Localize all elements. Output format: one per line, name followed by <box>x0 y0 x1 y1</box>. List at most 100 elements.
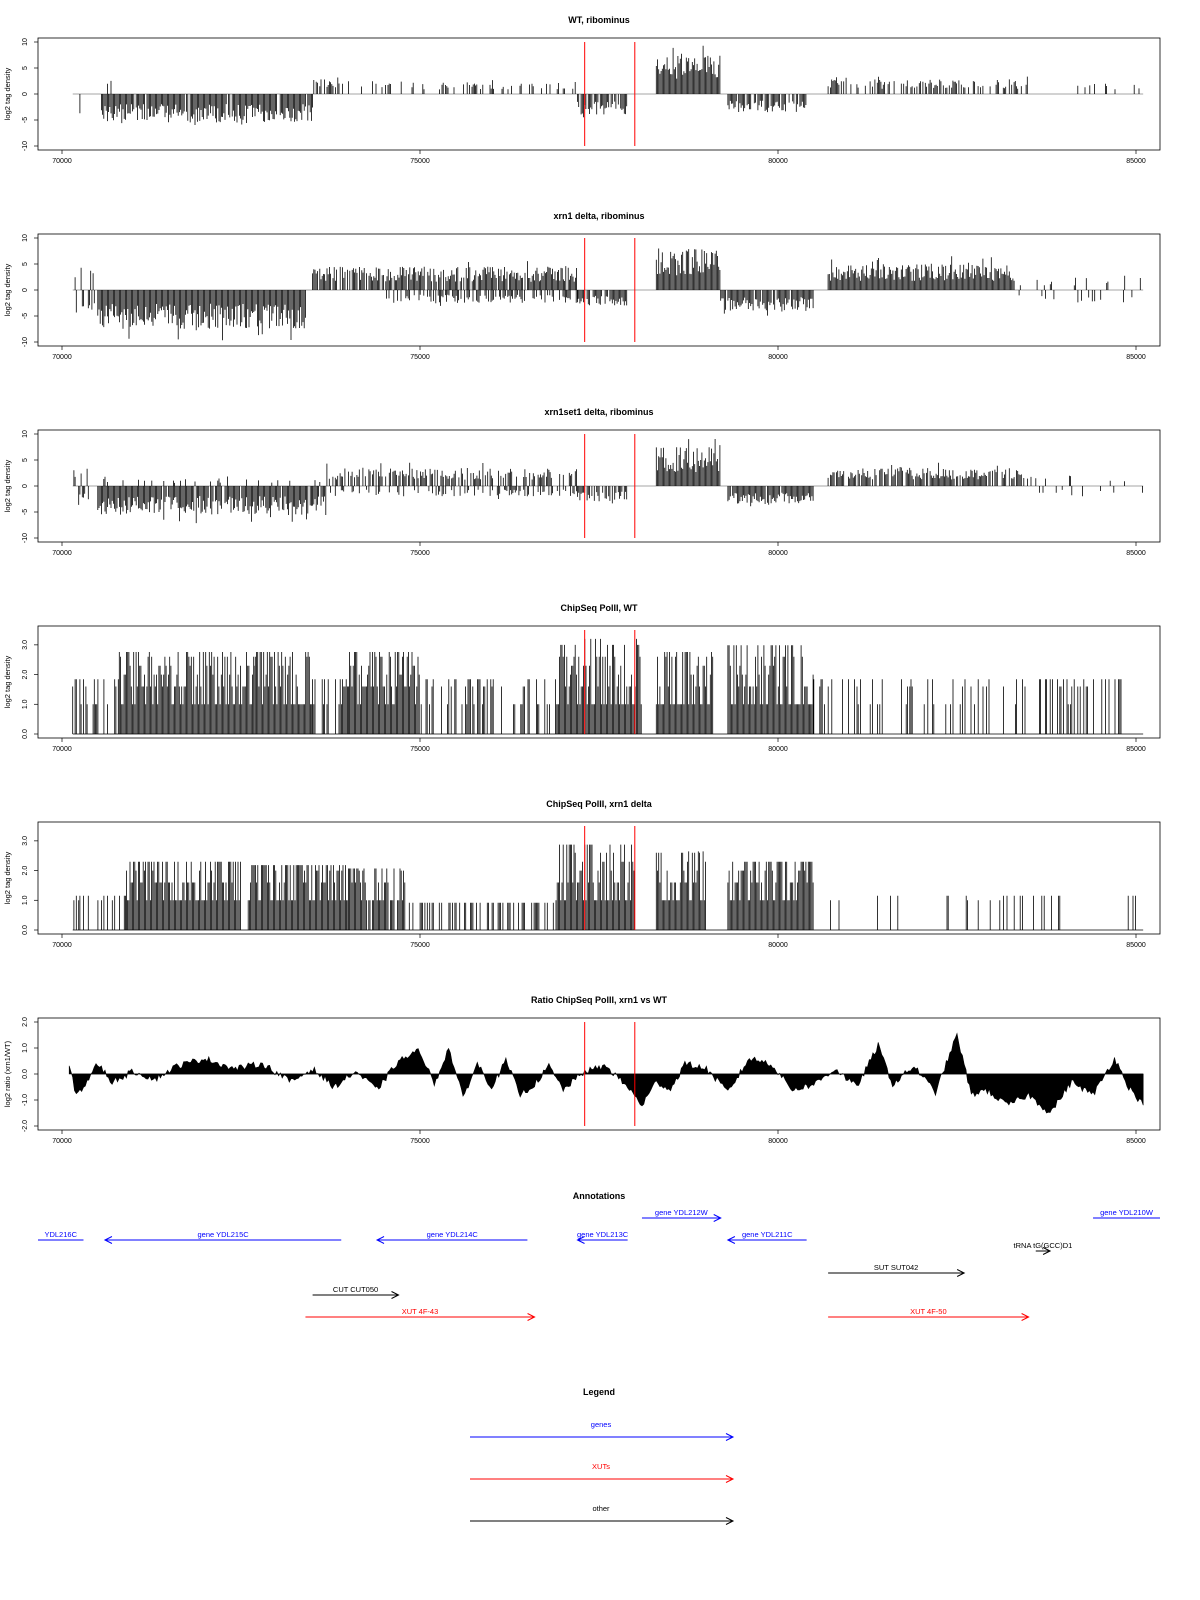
feature-label: tRNA tG(GCC)D1 <box>1014 1241 1073 1250</box>
panel-title: Ratio ChipSeq PolII, xrn1 vs WT <box>531 995 668 1005</box>
signal-segment-1 <box>73 895 126 930</box>
signal-segment-9 <box>1018 275 1141 303</box>
signal-segment-8 <box>655 652 714 734</box>
signal-bars <box>727 645 814 734</box>
signal-segment-3 <box>247 865 349 930</box>
y-tick-label: 3.0 <box>22 836 29 846</box>
signal-segment-7 <box>655 45 721 94</box>
signal-bars <box>830 895 1136 930</box>
signal-segment-4 <box>326 462 577 486</box>
y-tick-label: 3.0 <box>22 640 29 650</box>
signal-segment-3 <box>312 261 577 290</box>
signal-bars <box>727 486 814 507</box>
arrow-head <box>725 1517 735 1525</box>
signal-bars <box>118 652 256 734</box>
signal-bars <box>72 679 119 734</box>
feature-label: XUT 4F-50 <box>910 1307 947 1316</box>
signal-segment-10 <box>1023 475 1143 497</box>
signal-segment-2 <box>118 652 256 734</box>
y-tick-label: 0 <box>22 92 29 96</box>
signal-bars <box>827 462 1022 486</box>
feature-gene-ydl211c: gene YDL211C <box>726 1230 807 1244</box>
signal-segment-1 <box>74 267 95 313</box>
feature-label: gene YDL212W <box>655 1208 709 1217</box>
arrow-head <box>576 1236 585 1244</box>
signal-segment-3 <box>103 476 321 486</box>
x-tick-label: 85000 <box>1126 1138 1146 1145</box>
legend-label: XUTs <box>592 1462 610 1471</box>
track-panel-2: xrn1 delta, ribominus log2 tag density -10… <box>3 211 1161 361</box>
y-tick-label: -10 <box>22 533 29 543</box>
y-tick-label: 5 <box>22 262 29 266</box>
ratio-area <box>68 1032 1144 1114</box>
signal-segment-6 <box>420 679 556 734</box>
signal-bars <box>254 652 313 734</box>
signal-segment-6 <box>655 248 721 290</box>
signal-bars <box>655 45 721 94</box>
x-tick-label: 75000 <box>410 550 430 557</box>
signal-bars <box>74 267 95 313</box>
signal-bars <box>827 76 1028 94</box>
signal-segment-2 <box>126 861 241 930</box>
signal-bars <box>97 290 306 341</box>
arrow-head <box>375 1236 385 1244</box>
y-tick-label: 1.0 <box>22 1043 29 1053</box>
legend-label: genes <box>591 1420 612 1429</box>
signal-segment-4 <box>348 868 406 930</box>
panel-title: ChipSeq PolII, xrn1 delta <box>546 799 653 809</box>
x-tick-label: 70000 <box>52 942 72 949</box>
arrow-head <box>725 1475 735 1483</box>
feature-gene-ydl215c: gene YDL215C <box>103 1230 342 1244</box>
signal-bars <box>577 94 628 118</box>
y-tick-label: 10 <box>22 38 29 46</box>
feature-gene-ydl212w: gene YDL212W <box>641 1208 722 1222</box>
x-tick-label: 85000 <box>1126 158 1146 165</box>
signal-segment-2 <box>97 486 327 524</box>
signal-bars <box>655 248 721 290</box>
signal-bars <box>348 652 420 734</box>
y-tick-label: 0 <box>22 288 29 292</box>
y-tick-label: -2.0 <box>22 1120 29 1132</box>
panel-title: xrn1 delta, ribominus <box>553 211 644 221</box>
signal-segment-8 <box>727 486 814 507</box>
arrow-head <box>725 1433 735 1441</box>
legend-entry-other: other <box>470 1504 735 1525</box>
signal-bars <box>727 861 814 930</box>
signal-bars <box>655 652 714 734</box>
feature-gene-ydl210w: gene YDL210W <box>1093 1208 1160 1219</box>
arrow-head <box>713 1214 722 1222</box>
feature-label: XUT 4F-43 <box>402 1307 439 1316</box>
signal-segment-2 <box>101 94 313 125</box>
feature-ydl216c: YDL216C <box>38 1230 84 1241</box>
signal-bars <box>813 679 1122 734</box>
signal-segment-9 <box>827 76 1028 94</box>
signal-segment-8 <box>727 94 807 113</box>
x-tick-label: 85000 <box>1126 354 1146 361</box>
y-tick-label: -5 <box>22 509 29 515</box>
signal-bars <box>103 476 321 486</box>
x-tick-label: 85000 <box>1126 746 1146 753</box>
x-tick-label: 80000 <box>768 550 788 557</box>
y-tick-label: 2.0 <box>22 1017 29 1027</box>
signal-segment-5 <box>348 652 420 734</box>
signal-segment-5 <box>577 290 628 306</box>
signal-segment-1 <box>72 679 119 734</box>
signal-segment-4 <box>386 290 578 306</box>
x-tick-label: 70000 <box>52 354 72 361</box>
signal-segment-3 <box>107 80 112 94</box>
signal-bars <box>97 486 327 524</box>
y-tick-label: 0.0 <box>22 729 29 739</box>
y-tick-label: 5 <box>22 66 29 70</box>
signal-bars <box>330 486 577 499</box>
legend-entry-genes: genes <box>470 1420 735 1441</box>
feature-label: gene YDL211C <box>742 1230 793 1239</box>
signal-segment-2 <box>97 290 306 341</box>
feature-label: YDL216C <box>44 1230 77 1239</box>
y-tick-label: -5 <box>22 313 29 319</box>
panel-title: WT, ribominus <box>568 15 630 25</box>
signal-segment-7 <box>655 851 706 930</box>
signal-bars <box>577 290 628 306</box>
signal-segment-6 <box>577 94 628 118</box>
x-tick-label: 75000 <box>410 158 430 165</box>
x-tick-label: 75000 <box>410 942 430 949</box>
